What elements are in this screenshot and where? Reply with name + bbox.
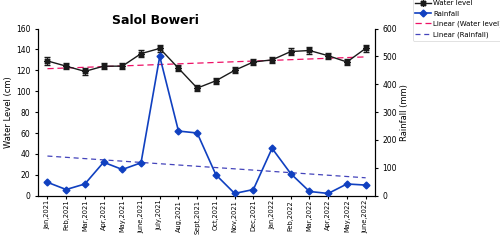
Y-axis label: Water Level (cm): Water Level (cm) xyxy=(4,76,13,148)
Legend: Water level, Rainfall, Linear (Water level), Linear (Rainfall): Water level, Rainfall, Linear (Water lev… xyxy=(412,0,500,41)
Y-axis label: Rainfall (mm): Rainfall (mm) xyxy=(400,84,409,141)
Text: Salol Boweri: Salol Boweri xyxy=(112,14,199,27)
